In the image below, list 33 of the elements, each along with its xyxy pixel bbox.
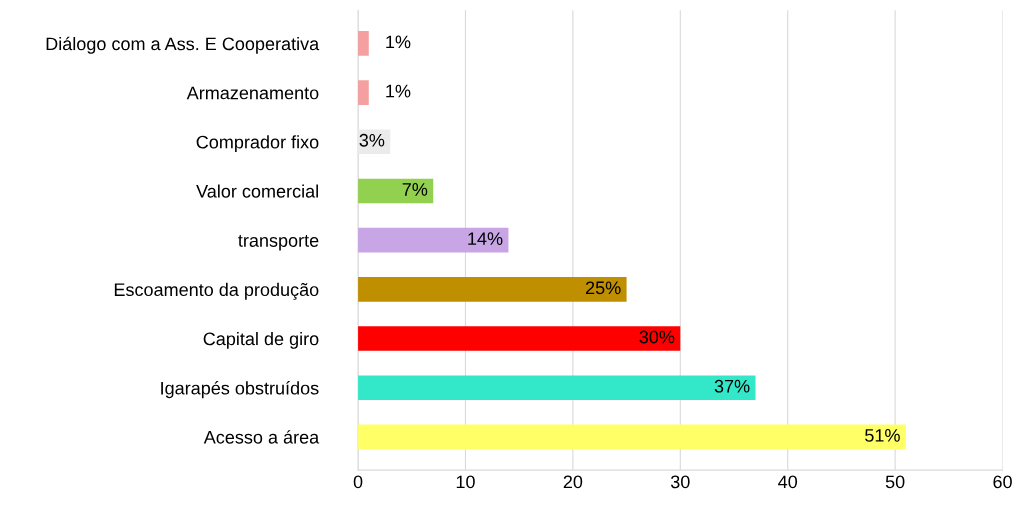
data-label: 1% [386,84,411,98]
bar [358,375,756,401]
bar [358,178,434,204]
y-tick-label: Capital de giro [203,332,319,349]
bar [358,31,369,56]
bar [358,277,627,302]
y-tick-label: Diálogo com a Ass. E Cooperativa [46,36,320,54]
x-tick-label: 50 [885,475,905,489]
data-label: 51% [865,429,900,442]
data-label: 37% [714,379,750,393]
x-tick-label: 60 [993,475,1012,489]
x-tick-label: 0 [353,475,363,489]
y-tick-label: Armazenamento [186,86,319,100]
x-tick-label: 30 [670,475,690,489]
bar [358,80,369,105]
y-tick-label: transporte [238,235,319,251]
y-tick-label: Valor comercial [196,184,318,198]
data-label: 25% [585,281,621,295]
data-label: 30% [639,330,675,344]
x-tick-label: 40 [778,475,798,489]
y-tick-label: Comprador fixo [196,135,319,153]
bar [358,227,509,253]
data-label: 7% [402,183,428,196]
x-tick-label: 10 [456,475,475,489]
data-label: 14% [468,232,503,245]
data-label: 3% [359,133,385,147]
y-tick-label: Igarapés obstruídos [161,381,319,399]
data-label: 1% [386,35,411,49]
y-tick-label: Escoamento da produção [114,282,319,300]
bar [358,326,681,351]
x-tick-label: 20 [563,475,583,489]
y-tick-label: Acesso a área [203,430,320,444]
bar [358,424,906,450]
